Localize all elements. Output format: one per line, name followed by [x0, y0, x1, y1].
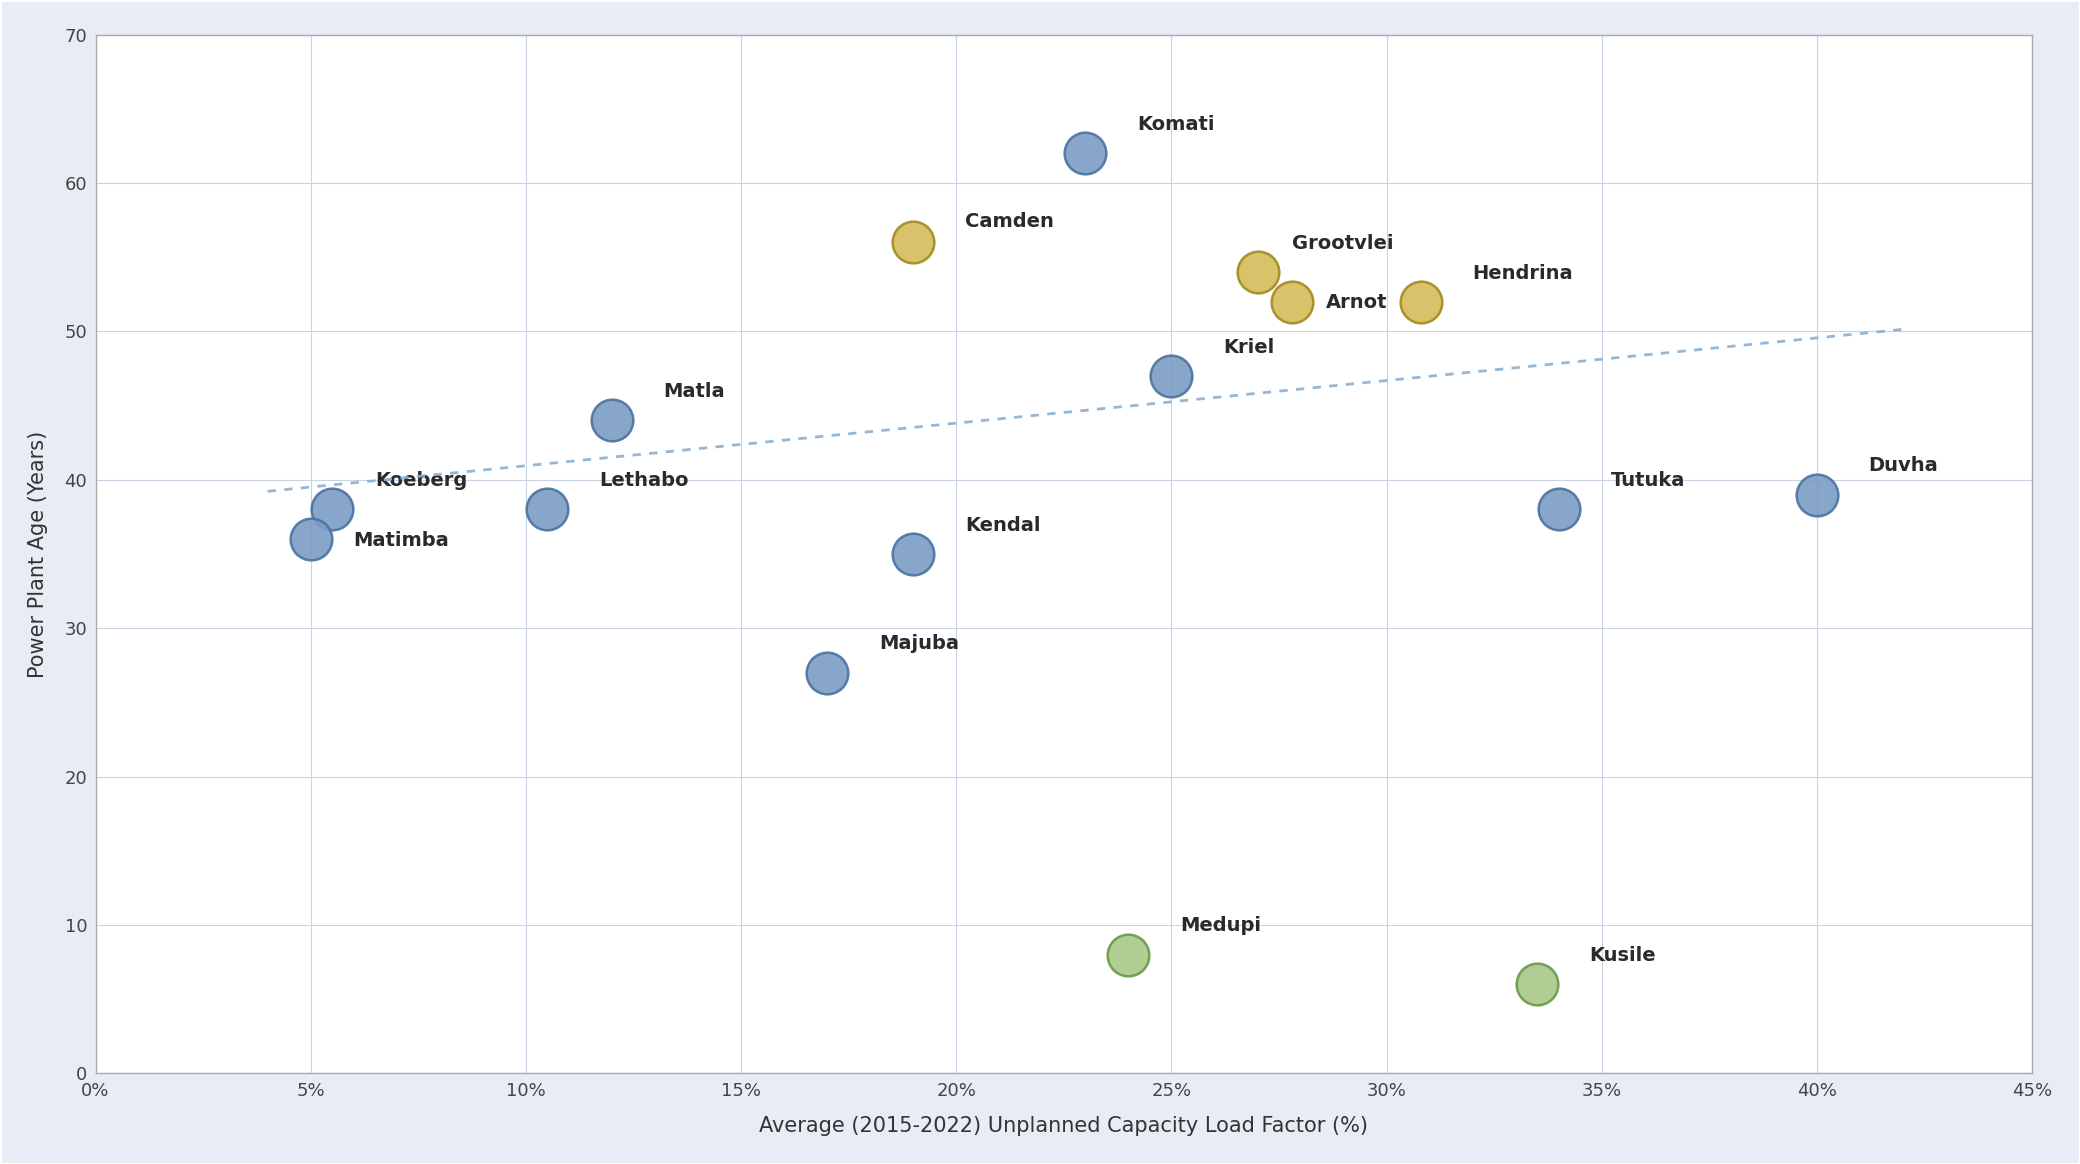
Point — [1801, 485, 1835, 504]
Text: Lethabo: Lethabo — [599, 471, 688, 490]
Text: Duvha: Duvha — [1868, 456, 1939, 475]
Point — [293, 530, 327, 548]
Text: Kriel: Kriel — [1223, 338, 1275, 356]
Point — [530, 501, 564, 519]
Point — [595, 411, 628, 430]
Point — [1154, 367, 1188, 385]
Text: Matla: Matla — [664, 382, 726, 402]
Y-axis label: Power Plant Age (Years): Power Plant Age (Years) — [27, 431, 48, 677]
Text: Tutuka: Tutuka — [1610, 471, 1685, 490]
Text: Grootvlei: Grootvlei — [1292, 234, 1394, 253]
Text: Arnot: Arnot — [1327, 293, 1387, 312]
Text: Kusile: Kusile — [1589, 946, 1656, 965]
Text: Komati: Komati — [1138, 115, 1215, 134]
Point — [1520, 975, 1554, 994]
Text: Hendrina: Hendrina — [1473, 263, 1572, 283]
Point — [1275, 292, 1308, 311]
Text: Matimba: Matimba — [354, 531, 449, 549]
Text: Camden: Camden — [965, 212, 1055, 230]
Text: Majuba: Majuba — [878, 634, 959, 653]
Point — [1404, 292, 1437, 311]
Text: Koeberg: Koeberg — [374, 471, 468, 490]
Text: Kendal: Kendal — [965, 516, 1040, 534]
Point — [316, 501, 349, 519]
Point — [896, 545, 930, 563]
Point — [1242, 263, 1275, 282]
Point — [1541, 501, 1575, 519]
Point — [1069, 144, 1102, 163]
Point — [1111, 945, 1144, 964]
Text: Medupi: Medupi — [1179, 916, 1260, 935]
Point — [811, 663, 844, 682]
Point — [896, 233, 930, 251]
X-axis label: Average (2015-2022) Unplanned Capacity Load Factor (%): Average (2015-2022) Unplanned Capacity L… — [759, 1116, 1369, 1136]
